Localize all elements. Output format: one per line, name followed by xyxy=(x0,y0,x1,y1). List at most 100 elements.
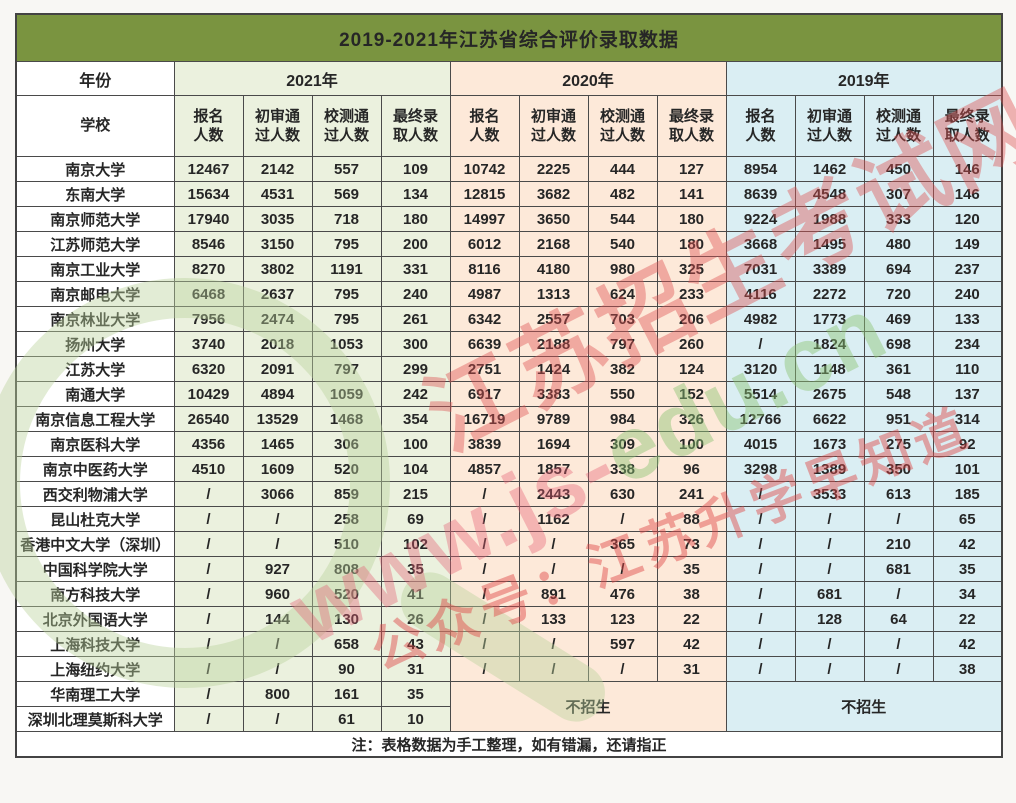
value-cell-2019: 146 xyxy=(932,156,1003,182)
value-cell-2019: / xyxy=(725,581,796,607)
value-cell-2021: 215 xyxy=(380,481,451,507)
value-cell-2019: 1824 xyxy=(794,331,865,357)
value-cell-2021: / xyxy=(173,656,244,682)
metric-header-row: 学校 报名 人数 初审通 过人数 校测通 过人数 最终录 取人数 报名 人数 初… xyxy=(15,95,1003,157)
school-name-cell: 北京外国语大学 xyxy=(15,606,175,632)
value-cell-2021: 795 xyxy=(311,281,382,307)
value-cell-2021: 4356 xyxy=(173,431,244,457)
value-cell-2020: 325 xyxy=(656,256,727,282)
value-cell-2021: 3066 xyxy=(242,481,313,507)
value-cell-2021: 510 xyxy=(311,531,382,557)
value-cell-2020: 180 xyxy=(656,231,727,257)
value-cell-2020: 152 xyxy=(656,381,727,407)
value-cell-2020: 624 xyxy=(587,281,658,307)
value-cell-2019: 34 xyxy=(932,581,1003,607)
value-cell-2019: 2675 xyxy=(794,381,865,407)
value-cell-2021: / xyxy=(242,656,313,682)
value-cell-2021: / xyxy=(173,481,244,507)
value-cell-2019: 720 xyxy=(863,281,934,307)
metric-header-applicants-2019: 报名 人数 xyxy=(725,95,796,157)
value-cell-2020: 2751 xyxy=(449,356,520,382)
value-cell-2020: 1857 xyxy=(518,456,589,482)
value-cell-2020: 3650 xyxy=(518,206,589,232)
value-cell-2020: 1694 xyxy=(518,431,589,457)
value-cell-2021: 306 xyxy=(311,431,382,457)
value-cell-2020: 326 xyxy=(656,406,727,432)
school-label: 学校 xyxy=(15,95,175,157)
value-cell-2019: 92 xyxy=(932,431,1003,457)
value-cell-2021: 3740 xyxy=(173,331,244,357)
value-cell-2021: 35 xyxy=(380,556,451,582)
value-cell-2021: 104 xyxy=(380,456,451,482)
school-name-cell: 南京邮电大学 xyxy=(15,281,175,307)
value-cell-2020: 6639 xyxy=(449,331,520,357)
value-cell-2021: 300 xyxy=(380,331,451,357)
value-cell-2021: 800 xyxy=(242,681,313,707)
value-cell-2019: / xyxy=(725,506,796,532)
value-cell-2021: 261 xyxy=(380,306,451,332)
value-cell-2020: 3839 xyxy=(449,431,520,457)
value-cell-2019: 110 xyxy=(932,356,1003,382)
value-cell-2020: 444 xyxy=(587,156,658,182)
value-cell-2019: 951 xyxy=(863,406,934,432)
value-cell-2021: / xyxy=(173,556,244,582)
value-cell-2021: 240 xyxy=(380,281,451,307)
school-name-cell: 昆山杜克大学 xyxy=(15,506,175,532)
value-cell-2019: 1462 xyxy=(794,156,865,182)
table-title: 2019-2021年江苏省综合评价录取数据 xyxy=(15,13,1003,62)
value-cell-2019: 149 xyxy=(932,231,1003,257)
value-cell-2019: 3533 xyxy=(794,481,865,507)
value-cell-2020: 260 xyxy=(656,331,727,357)
table-row: 南京工业大学 8270 3802 1191 331 8116 4180 980 325 7031 3… xyxy=(15,256,1003,282)
value-cell-2021: 3802 xyxy=(242,256,313,282)
school-name-cell: 南通大学 xyxy=(15,381,175,407)
value-cell-2021: 960 xyxy=(242,581,313,607)
value-cell-2019: 1673 xyxy=(794,431,865,457)
value-cell-2019: 234 xyxy=(932,331,1003,357)
value-cell-2019: 237 xyxy=(932,256,1003,282)
metric-header-initial-review-2019: 初审通 过人数 xyxy=(794,95,865,157)
value-cell-2020: 124 xyxy=(656,356,727,382)
value-cell-2019: 8639 xyxy=(725,181,796,207)
table-row: 江苏师范大学 8546 3150 795 200 6012 2168 540 180 3668 14… xyxy=(15,231,1003,257)
value-cell-2020: / xyxy=(449,656,520,682)
value-cell-2021: 4531 xyxy=(242,181,313,207)
note-row: 注：表格数据为手工整理，如有错漏，还请指正 xyxy=(15,731,1003,758)
value-cell-2019: / xyxy=(794,531,865,557)
value-cell-2020: 1313 xyxy=(518,281,589,307)
value-cell-2020: 22 xyxy=(656,606,727,632)
value-cell-2019: 185 xyxy=(932,481,1003,507)
value-cell-2019: 450 xyxy=(863,156,934,182)
value-cell-2020: 2557 xyxy=(518,306,589,332)
value-cell-2021: 13529 xyxy=(242,406,313,432)
value-cell-2021: 10429 xyxy=(173,381,244,407)
value-cell-2019: / xyxy=(863,581,934,607)
value-cell-2020: 100 xyxy=(656,431,727,457)
table-row: 南京林业大学 7956 2474 795 261 6342 2557 703 206 4982 17… xyxy=(15,306,1003,332)
value-cell-2021: 35 xyxy=(380,681,451,707)
value-cell-2019: 35 xyxy=(932,556,1003,582)
value-cell-2020: / xyxy=(449,581,520,607)
value-cell-2019: / xyxy=(725,481,796,507)
value-cell-2019: / xyxy=(725,606,796,632)
value-cell-2019: 101 xyxy=(932,456,1003,482)
value-cell-2021: 2142 xyxy=(242,156,313,182)
value-cell-2021: 927 xyxy=(242,556,313,582)
value-cell-2021: 102 xyxy=(380,531,451,557)
table-row: 南京医科大学 4356 1465 306 100 3839 1694 309 100 4015 16… xyxy=(15,431,1003,457)
value-cell-2020: 38 xyxy=(656,581,727,607)
value-cell-2020: 980 xyxy=(587,256,658,282)
value-cell-2020: 241 xyxy=(656,481,727,507)
table-row: 南京信息工程大学 26540 13529 1468 354 16719 9789 984 326… xyxy=(15,406,1003,432)
value-cell-2019: 469 xyxy=(863,306,934,332)
value-cell-2019: 133 xyxy=(932,306,1003,332)
value-cell-2021: 109 xyxy=(380,156,451,182)
value-cell-2019: 681 xyxy=(863,556,934,582)
value-cell-2019: / xyxy=(863,656,934,682)
metric-header-school-test-2020: 校测通 过人数 xyxy=(587,95,658,157)
value-cell-2020: 544 xyxy=(587,206,658,232)
value-cell-2019: 8954 xyxy=(725,156,796,182)
metric-header-applicants-2021: 报名 人数 xyxy=(173,95,244,157)
value-cell-2020: 3682 xyxy=(518,181,589,207)
value-cell-2019: 137 xyxy=(932,381,1003,407)
